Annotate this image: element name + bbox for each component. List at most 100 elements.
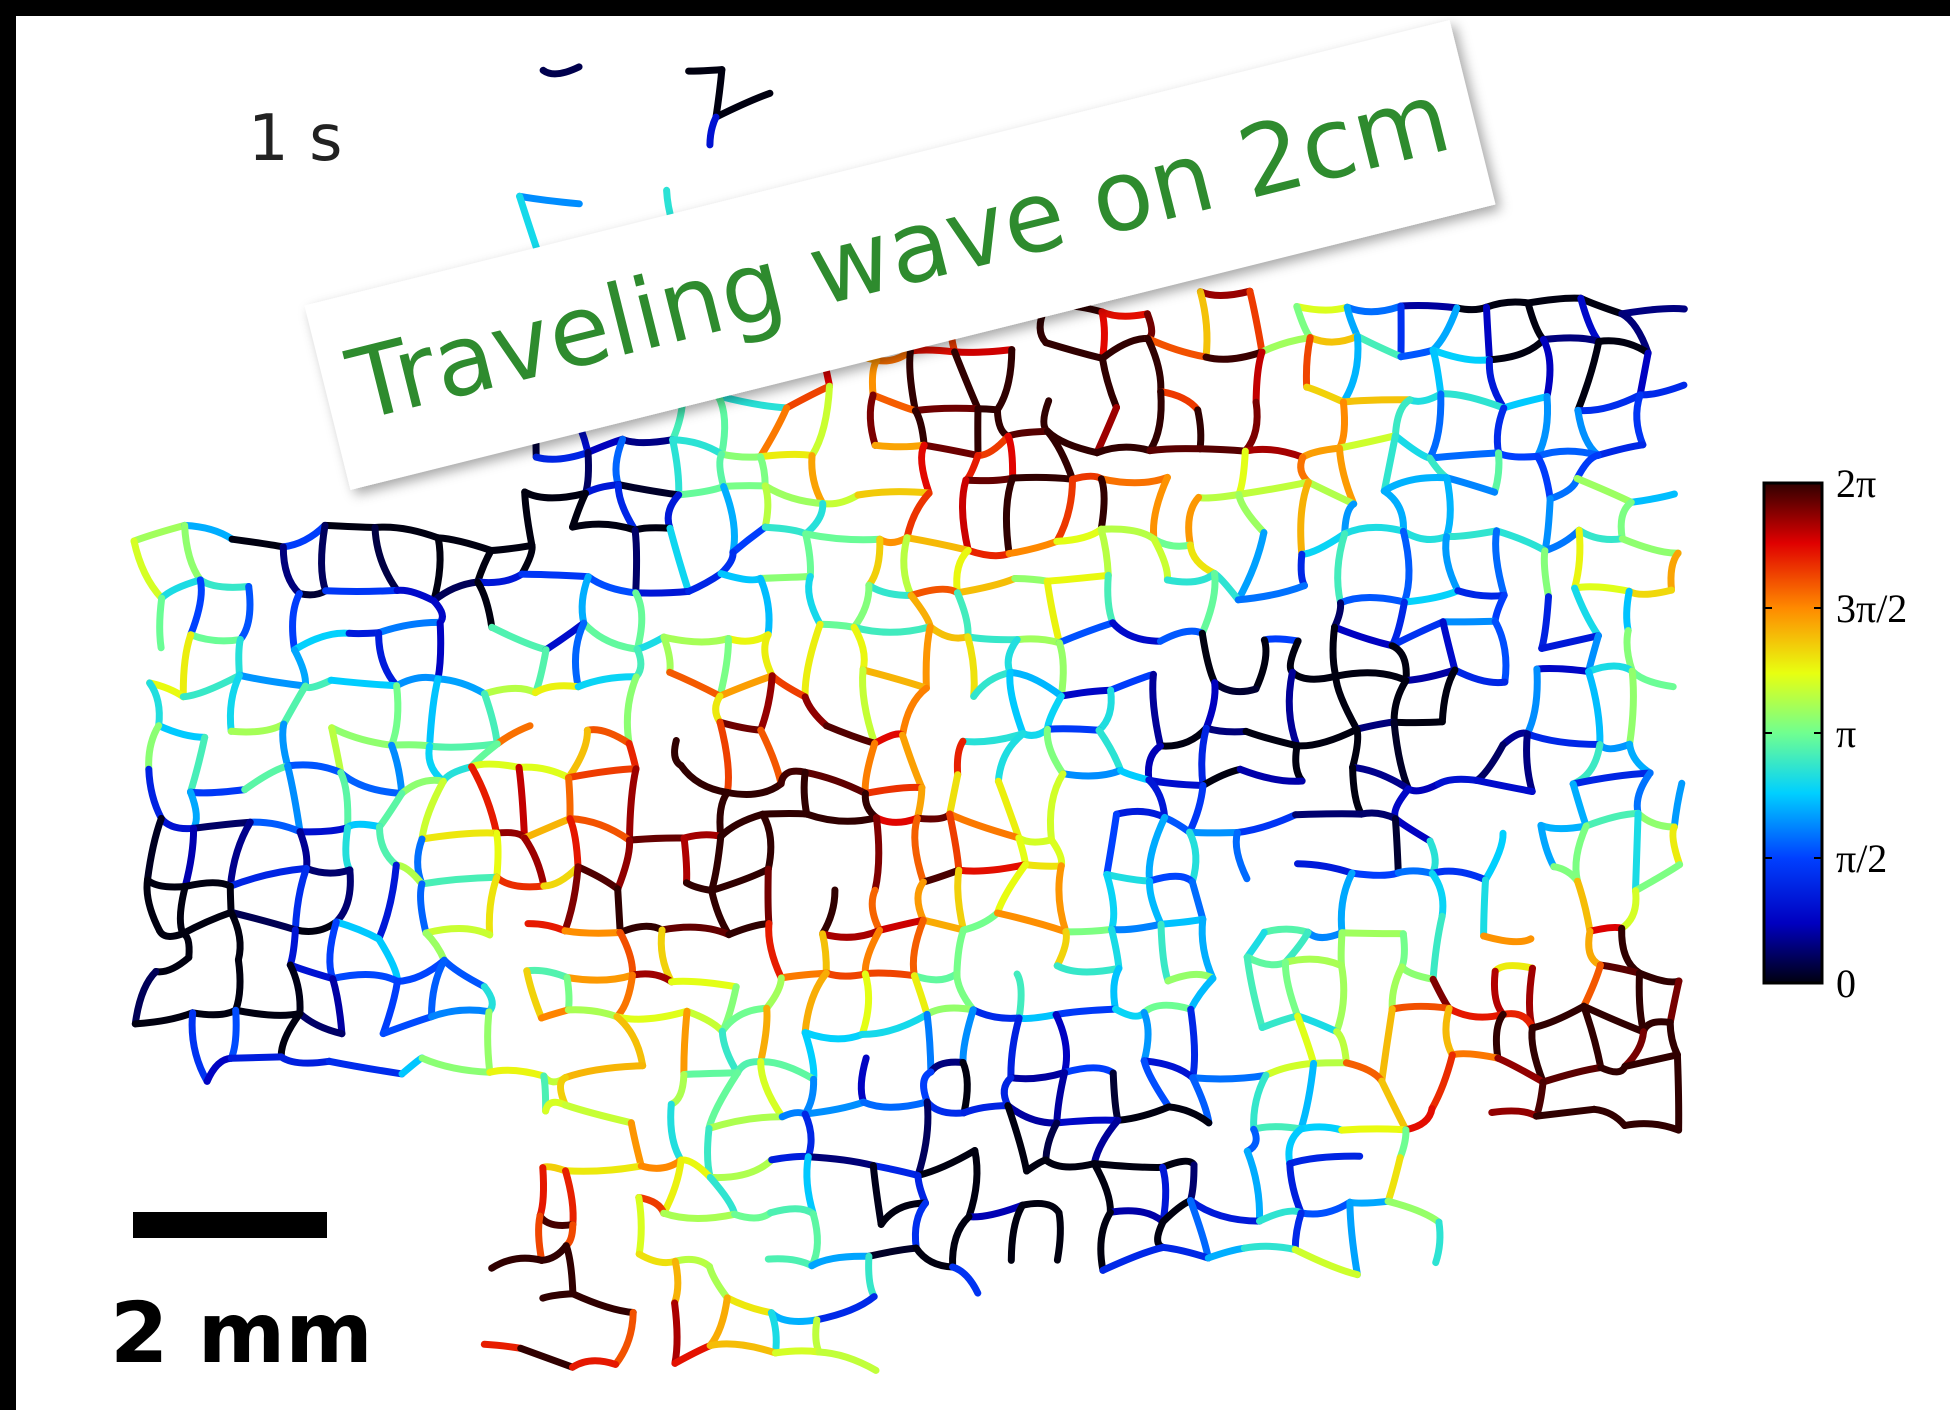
vessel bbox=[322, 525, 326, 590]
vessel bbox=[768, 869, 769, 923]
vessel bbox=[1436, 1222, 1440, 1263]
vessel bbox=[1392, 1006, 1449, 1009]
colorbar bbox=[1764, 483, 1822, 983]
vessel bbox=[1198, 410, 1201, 449]
vessel bbox=[1352, 873, 1398, 876]
vessel bbox=[1401, 306, 1457, 308]
vessel bbox=[720, 454, 724, 486]
vessel bbox=[565, 931, 620, 933]
colorbar-tick-label: 2π bbox=[1836, 461, 1876, 506]
vessel bbox=[1537, 669, 1589, 672]
vessel bbox=[1343, 400, 1409, 402]
vessel bbox=[1487, 307, 1490, 360]
vessel bbox=[1150, 449, 1200, 451]
frame-left bbox=[0, 0, 16, 1410]
colorbar-tick-label: 0 bbox=[1836, 961, 1856, 1006]
vessel bbox=[1190, 832, 1238, 833]
vessel bbox=[689, 70, 722, 72]
vessel bbox=[708, 1128, 711, 1177]
vessel bbox=[684, 835, 721, 838]
vessel bbox=[1015, 579, 1048, 582]
vessel bbox=[776, 1351, 820, 1353]
vessel bbox=[1057, 1120, 1118, 1123]
vessel bbox=[1264, 639, 1298, 641]
vessel bbox=[1447, 478, 1451, 537]
vessel bbox=[1200, 449, 1245, 451]
vessel bbox=[438, 622, 441, 679]
vessel bbox=[1590, 927, 1622, 931]
vessel bbox=[1102, 312, 1104, 359]
vessel bbox=[1264, 929, 1308, 932]
vessel bbox=[826, 973, 865, 976]
vessel bbox=[1296, 814, 1362, 815]
vessel bbox=[875, 818, 879, 891]
vessel bbox=[1297, 307, 1348, 311]
vessel bbox=[1191, 1165, 1195, 1201]
vessel bbox=[675, 1303, 677, 1363]
figure: 1 s Traveling wave on 2cm 2 mm 2π3π/2ππ/… bbox=[0, 0, 1950, 1410]
vessel bbox=[1341, 933, 1342, 966]
vessel bbox=[804, 772, 807, 814]
vessel bbox=[765, 486, 768, 527]
vessel bbox=[230, 886, 231, 912]
colorbar-tick-label: π bbox=[1836, 711, 1856, 756]
vessel bbox=[636, 591, 689, 593]
vessel bbox=[1543, 338, 1598, 342]
vessel bbox=[299, 591, 325, 595]
vessel bbox=[782, 1113, 805, 1117]
vessel bbox=[623, 439, 673, 442]
vessel bbox=[1254, 1127, 1301, 1130]
vessel bbox=[1244, 1246, 1295, 1249]
vessel bbox=[567, 978, 569, 1010]
vessel bbox=[684, 1073, 738, 1075]
vessel bbox=[1629, 590, 1671, 594]
vessel bbox=[191, 790, 245, 793]
vessel bbox=[1017, 639, 1059, 643]
vessel bbox=[760, 454, 812, 456]
vessel bbox=[1541, 825, 1586, 828]
vessel bbox=[1314, 1063, 1347, 1064]
vessel bbox=[1484, 880, 1486, 936]
vessel bbox=[1017, 974, 1021, 1018]
vessel bbox=[820, 624, 854, 627]
vessel bbox=[348, 824, 380, 827]
vessel bbox=[1677, 1055, 1678, 1130]
vessel bbox=[724, 486, 766, 487]
vessel bbox=[684, 838, 687, 883]
vessel bbox=[326, 590, 398, 591]
vessel bbox=[1066, 929, 1112, 932]
vessel bbox=[239, 640, 241, 676]
vessel bbox=[1333, 627, 1336, 676]
vessel bbox=[1163, 1167, 1166, 1221]
vessel bbox=[1191, 1009, 1195, 1078]
vessel bbox=[1394, 722, 1442, 723]
vessel bbox=[185, 883, 230, 887]
vessel bbox=[1073, 476, 1102, 479]
vessel bbox=[497, 833, 498, 877]
vessel bbox=[926, 627, 930, 688]
colorbar-tick-label: π/2 bbox=[1836, 836, 1887, 881]
vessel bbox=[1193, 1075, 1266, 1079]
vessel bbox=[1101, 479, 1104, 530]
vessel bbox=[966, 478, 1013, 481]
vessel bbox=[630, 838, 685, 840]
vessel bbox=[968, 637, 1017, 640]
vessel bbox=[635, 528, 670, 530]
vessel bbox=[684, 1011, 687, 1074]
vessel bbox=[1019, 1015, 1056, 1019]
vessel bbox=[1144, 1013, 1148, 1061]
vessel bbox=[543, 1294, 573, 1298]
vessel bbox=[816, 1320, 819, 1352]
vessel bbox=[325, 525, 375, 527]
vessel bbox=[586, 452, 589, 493]
colorbar-tick-label: 3π/2 bbox=[1836, 586, 1907, 631]
vessel bbox=[1026, 865, 1062, 867]
vessel bbox=[1499, 453, 1538, 457]
vessel bbox=[522, 574, 588, 577]
vessel bbox=[1306, 338, 1310, 388]
vessel bbox=[1301, 554, 1304, 585]
vessel bbox=[349, 633, 379, 634]
vessel bbox=[1457, 307, 1487, 309]
vessel bbox=[392, 745, 430, 746]
vessel bbox=[1350, 1201, 1388, 1203]
